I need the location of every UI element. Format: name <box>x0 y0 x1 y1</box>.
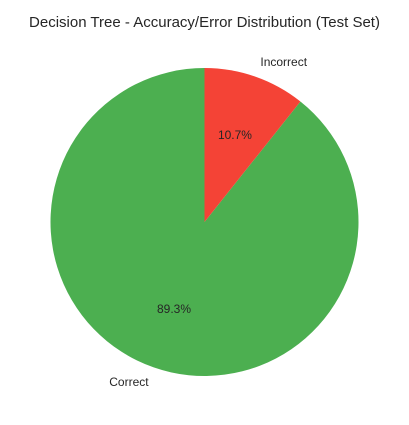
pie-label-correct: Correct <box>109 375 149 389</box>
pie-slice-incorrect <box>204 68 301 222</box>
chart-title: Decision Tree - Accuracy/Error Distribut… <box>29 14 380 31</box>
pie-label-incorrect: Incorrect <box>260 55 307 69</box>
pie-percent-correct: 89.3% <box>157 302 191 316</box>
pie-labels: Correct 89.3% Incorrect 10.7% <box>109 55 307 389</box>
pie-slices <box>50 68 359 376</box>
pie-slice-correct <box>50 68 359 376</box>
pie-percent-incorrect: 10.7% <box>218 128 252 142</box>
